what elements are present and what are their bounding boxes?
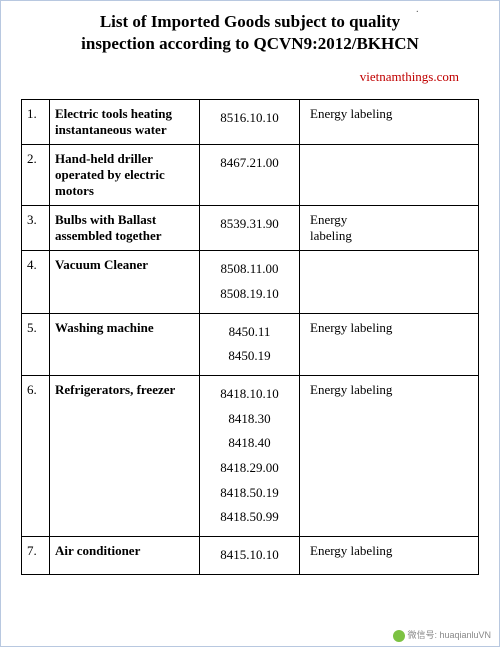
wechat-text: 微信号: huaqianluVN	[407, 630, 491, 640]
goods-name: Hand-held driller operated by electric m…	[50, 145, 200, 206]
row-number: 7.	[22, 537, 50, 575]
hs-code-list: 8450.118450.19	[205, 320, 294, 369]
table-row: 6.Refrigerators, freezer8418.10.108418.3…	[22, 375, 479, 536]
title-line-2: inspection according to QCVN9:2012/BKHCN	[81, 34, 419, 53]
corner-mark: ·	[416, 7, 419, 18]
label-requirement: Energy labeling	[300, 100, 479, 145]
page-title: List of Imported Goods subject to qualit…	[1, 11, 499, 55]
hs-code-list: 8508.11.008508.19.10	[205, 257, 294, 306]
table-row: 3.Bulbs with Ballast assembled together8…	[22, 206, 479, 251]
hs-code-list: 8516.10.10	[205, 106, 294, 131]
hs-code: 8508.11.008508.19.10	[200, 251, 300, 313]
hs-code: 8450.118450.19	[200, 313, 300, 375]
hs-code: 8467.21.00	[200, 145, 300, 206]
label-requirement: Energy labeling	[300, 375, 479, 536]
label-requirement: Energy labeling	[300, 313, 479, 375]
goods-name: Electric tools heating instantaneous wat…	[50, 100, 200, 145]
source-link: vietnamthings.com	[1, 69, 499, 85]
label-requirement: Energy labeling	[300, 537, 479, 575]
row-number: 6.	[22, 375, 50, 536]
table-row: 7.Air conditioner8415.10.10Energy labeli…	[22, 537, 479, 575]
row-number: 1.	[22, 100, 50, 145]
goods-table-container: 1.Electric tools heating instantaneous w…	[21, 99, 479, 575]
goods-name: Refrigerators, freezer	[50, 375, 200, 536]
goods-table: 1.Electric tools heating instantaneous w…	[21, 99, 479, 575]
row-number: 5.	[22, 313, 50, 375]
table-row: 4.Vacuum Cleaner8508.11.008508.19.10	[22, 251, 479, 313]
hs-code-list: 8415.10.10	[205, 543, 294, 568]
hs-code: 8516.10.10	[200, 100, 300, 145]
wechat-icon	[393, 630, 405, 642]
table-row: 2.Hand-held driller operated by electric…	[22, 145, 479, 206]
title-line-1: List of Imported Goods subject to qualit…	[100, 12, 400, 31]
hs-code: 8415.10.10	[200, 537, 300, 575]
label-requirement	[300, 251, 479, 313]
goods-name: Vacuum Cleaner	[50, 251, 200, 313]
goods-name: Air conditioner	[50, 537, 200, 575]
row-number: 2.	[22, 145, 50, 206]
hs-code-list: 8539.31.90	[205, 212, 294, 237]
wechat-footer: 微信号: huaqianluVN	[393, 628, 491, 642]
table-row: 1.Electric tools heating instantaneous w…	[22, 100, 479, 145]
hs-code-list: 8418.10.108418.308418.408418.29.008418.5…	[205, 382, 294, 530]
label-requirement: Energylabeling	[300, 206, 479, 251]
label-requirement	[300, 145, 479, 206]
row-number: 3.	[22, 206, 50, 251]
hs-code: 8539.31.90	[200, 206, 300, 251]
goods-name: Bulbs with Ballast assembled together	[50, 206, 200, 251]
row-number: 4.	[22, 251, 50, 313]
hs-code-list: 8467.21.00	[205, 151, 294, 176]
table-row: 5.Washing machine8450.118450.19Energy la…	[22, 313, 479, 375]
hs-code: 8418.10.108418.308418.408418.29.008418.5…	[200, 375, 300, 536]
goods-name: Washing machine	[50, 313, 200, 375]
